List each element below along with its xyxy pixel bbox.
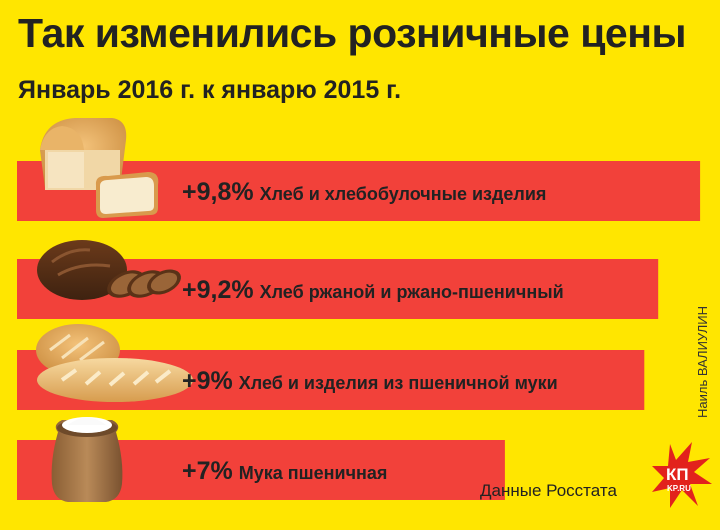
wheat-loaf-icon: [36, 324, 193, 402]
bar-label: +9,2% Хлеб ржаной и ржано-пшеничный: [182, 276, 564, 304]
value-label: +9,2%: [182, 276, 254, 304]
chart-subtitle: Январь 2016 г. к январю 2015 г.: [18, 76, 402, 104]
author-credit: Наиль ВАЛИУЛИН: [695, 305, 710, 418]
svg-text:КП: КП: [666, 465, 689, 484]
data-source: Данные Росстата: [480, 481, 617, 500]
value-label: +9,8%: [182, 178, 254, 206]
category-label: Хлеб и изделия из пшеничной муки: [239, 373, 558, 393]
flour-sack-icon: [51, 417, 123, 502]
bar-label: +9,8% Хлеб и хлебобулочные изделия: [182, 178, 546, 206]
value-label: +7%: [182, 457, 233, 485]
bar-label: +9% Хлеб и изделия из пшеничной муки: [182, 367, 558, 395]
white-bread-icon: [40, 118, 159, 218]
bar-label: +7% Мука пшеничная: [182, 457, 387, 485]
chart-title: Так изменились розничные цены: [18, 10, 687, 56]
svg-text:KP.RU: KP.RU: [667, 484, 691, 493]
value-label: +9%: [182, 367, 233, 395]
kp-logo: КП KP.RU: [652, 442, 712, 508]
category-label: Хлеб ржаной и ржано-пшеничный: [260, 282, 564, 302]
category-label: Мука пшеничная: [239, 463, 388, 483]
category-label: Хлеб и хлебобулочные изделия: [260, 184, 547, 204]
rye-bread-icon: [37, 240, 181, 300]
